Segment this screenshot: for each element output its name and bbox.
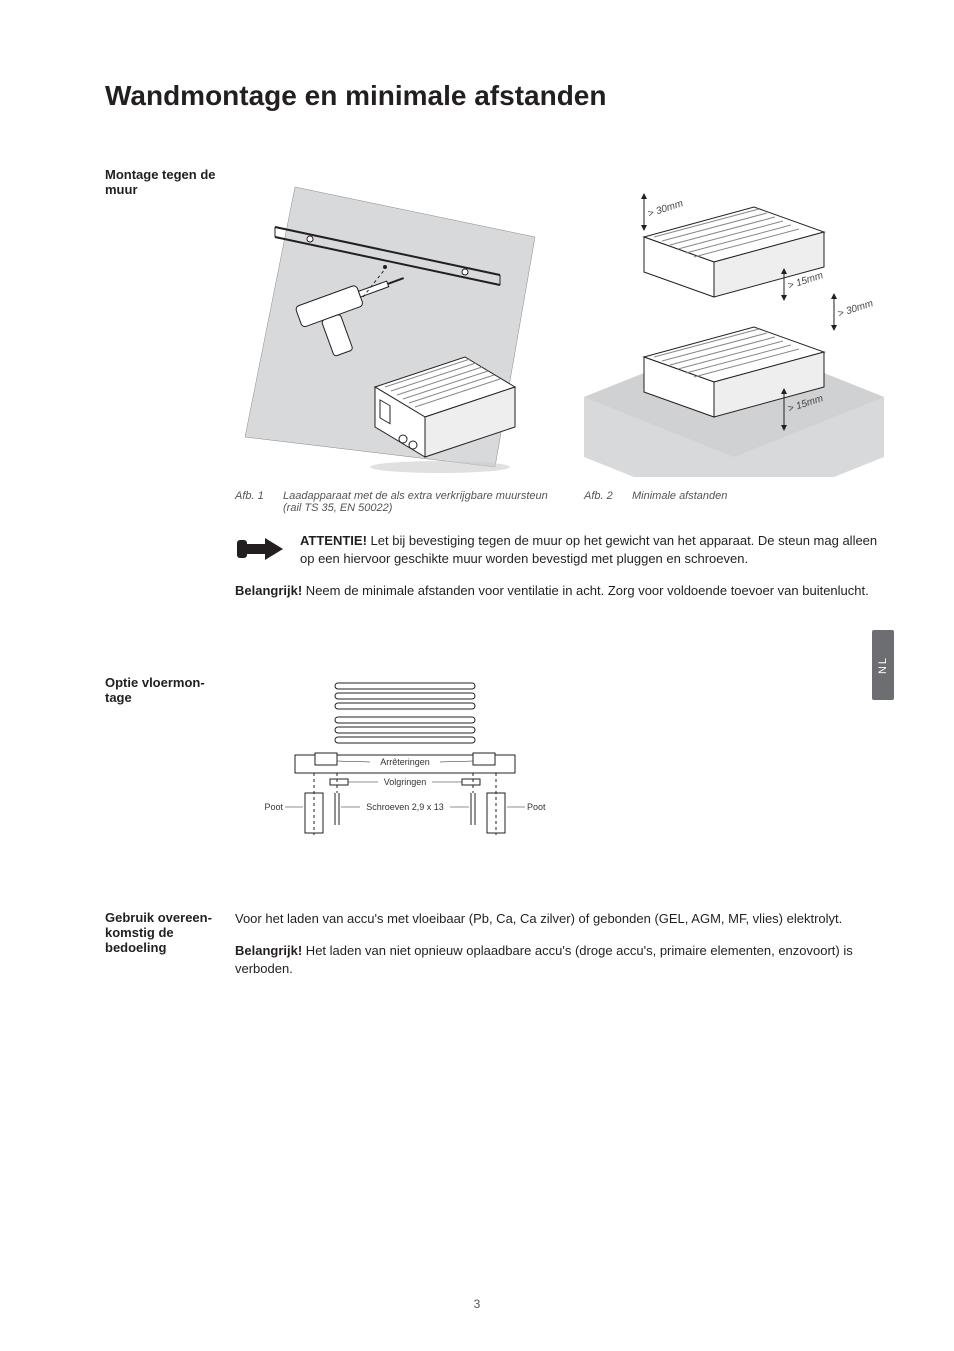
belangrijk2-text: Het laden van niet opnieuw oplaadbare ac… <box>235 943 853 976</box>
figure-2: > 30mm > 15mm > 30mm <box>584 167 884 514</box>
pointing-hand-icon <box>235 532 285 572</box>
fig1-caption: Laadapparaat met de als extra verkrijgba… <box>283 490 564 514</box>
section1-label: Montage tegen de muur <box>105 167 235 615</box>
label-poot-left: Poot <box>264 802 283 812</box>
label-volgringen: Volgringen <box>384 777 427 787</box>
section-floor-mount: Optie vloermon-tage Arrêteringen <box>105 675 884 880</box>
page-title: Wandmontage en minimale afstanden <box>105 80 884 112</box>
belangrijk-1: Belangrijk! Neem de minimale afstanden v… <box>235 582 884 600</box>
language-tab: NL <box>872 630 894 700</box>
section-intended-use: Gebruik overeen-komstig de bedoeling Voo… <box>105 910 884 993</box>
section2-label: Optie vloermon-tage <box>105 675 235 880</box>
label-arreteringen: Arrêteringen <box>380 757 430 767</box>
fig1-num: Afb. 1 <box>235 490 283 514</box>
fig2-num: Afb. 2 <box>584 490 632 502</box>
label-schroeven: Schroeven 2,9 x 13 <box>366 802 444 812</box>
belangrijk1-text: Neem de minimale afstanden voor ventilat… <box>302 583 869 598</box>
belangrijk2-label: Belangrijk! <box>235 943 302 958</box>
language-tab-text: NL <box>877 656 889 674</box>
belangrijk-2: Belangrijk! Het laden van niet opnieuw o… <box>235 942 884 978</box>
section3-p1: Voor het laden van accu's met vloeibaar … <box>235 910 884 928</box>
fig2-caption: Minimale afstanden <box>632 490 884 502</box>
attention-note: ATTENTIE! Let bij bevestiging tegen de m… <box>235 532 884 582</box>
figure-1: Afb. 1 Laadapparaat met de als extra ver… <box>235 167 564 514</box>
attentie-label: ATTENTIE! <box>300 533 367 548</box>
belangrijk1-label: Belangrijk! <box>235 583 302 598</box>
section-wall-mount: Montage tegen de muur <box>105 167 884 615</box>
dim-30mm-top: > 30mm <box>647 198 685 220</box>
label-poot-right: Poot <box>527 802 546 812</box>
attentie-text: Let bij bevestiging tegen de muur op het… <box>300 533 877 566</box>
floor-mount-diagram: Arrêteringen Volgringen Sch <box>235 675 575 875</box>
dim-30mm-side: > 30mm <box>837 298 875 320</box>
section3-label: Gebruik overeen-komstig de bedoeling <box>105 910 235 993</box>
page-number: 3 <box>0 1297 954 1311</box>
